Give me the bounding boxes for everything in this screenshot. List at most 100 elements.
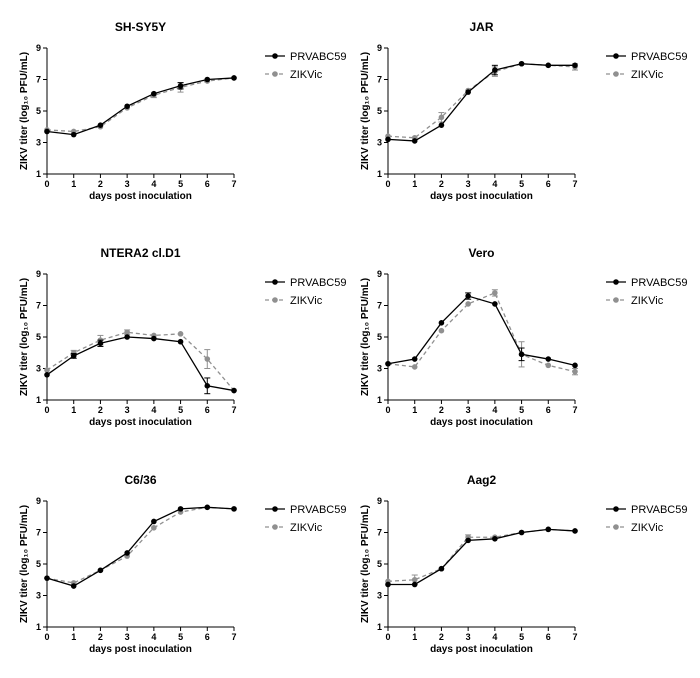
series-line	[388, 528, 576, 586]
data-point	[465, 293, 471, 299]
x-tick-label: 3	[466, 179, 471, 189]
y-tick-label: 5	[36, 332, 41, 342]
data-point	[438, 327, 445, 334]
series-zikvic	[385, 289, 578, 376]
x-axis-label: days post inoculation	[430, 191, 533, 202]
x-tick-label: 3	[125, 405, 130, 415]
legend-marker	[613, 506, 619, 512]
chart-title: NTERA2 cl.D1	[100, 246, 180, 260]
y-tick-label: 5	[377, 332, 382, 342]
y-tick-label: 1	[377, 622, 382, 632]
x-tick-label: 1	[71, 632, 76, 642]
series-zikvic	[385, 60, 578, 141]
x-tick-label: 4	[492, 405, 497, 415]
data-point	[44, 372, 50, 378]
data-point	[97, 122, 104, 128]
data-point	[204, 383, 211, 389]
data-point	[97, 567, 104, 574]
x-tick-label: 0	[385, 179, 390, 189]
y-tick-label: 7	[377, 528, 382, 538]
chart-title: Aag2	[467, 473, 497, 487]
data-point	[411, 138, 418, 144]
series-prvabc59	[44, 504, 237, 589]
data-point	[385, 581, 391, 588]
data-point	[151, 524, 157, 531]
x-tick-label: 7	[231, 179, 236, 189]
x-tick-label: 0	[44, 179, 49, 189]
y-tick-label: 1	[36, 395, 41, 405]
y-tick-label: 9	[377, 269, 382, 279]
x-tick-label: 4	[151, 405, 156, 415]
data-point	[411, 364, 418, 370]
x-tick-label: 3	[125, 632, 130, 642]
series-zikvic	[385, 526, 578, 585]
legend-label: PRVABC59	[631, 277, 687, 289]
series-line	[46, 506, 235, 587]
x-axis-label: days post inoculation	[89, 644, 192, 655]
data-point	[231, 387, 237, 394]
chart-title: SH-SY5Y	[115, 20, 166, 34]
data-point	[492, 290, 498, 296]
data-point	[151, 335, 157, 342]
y-tick-label: 3	[36, 591, 41, 601]
data-point	[572, 368, 578, 375]
data-point	[231, 75, 237, 81]
legend-label: PRVABC59	[290, 277, 346, 289]
data-point	[97, 340, 104, 347]
data-point	[177, 338, 184, 345]
x-tick-label: 1	[412, 632, 417, 642]
data-point	[385, 136, 391, 143]
legend-label: ZIKVic	[631, 522, 664, 534]
data-point	[518, 529, 525, 536]
x-tick-label: 0	[44, 405, 49, 415]
data-point	[411, 576, 418, 583]
y-axis-label: ZIKV titer (log₁₀ PFU/mL)	[360, 52, 371, 170]
legend-label: PRVABC59	[631, 51, 687, 63]
x-tick-label: 6	[546, 405, 551, 415]
y-axis-label: ZIKV titer (log₁₀ PFU/mL)	[19, 278, 30, 396]
series-line	[46, 77, 235, 136]
y-tick-label: 3	[377, 364, 382, 374]
x-tick-label: 6	[205, 632, 210, 642]
x-tick-label: 5	[178, 632, 183, 642]
data-point	[70, 131, 77, 138]
x-tick-label: 4	[151, 632, 156, 642]
y-tick-label: 1	[36, 622, 41, 632]
x-tick-label: 5	[178, 405, 183, 415]
data-point	[70, 353, 77, 359]
legend-marker	[613, 279, 619, 285]
y-tick-label: 1	[377, 169, 382, 179]
chart-title: C6/36	[124, 473, 156, 487]
data-point	[177, 506, 184, 512]
y-tick-label: 7	[36, 528, 41, 538]
x-tick-label: 0	[44, 632, 49, 642]
y-tick-label: 7	[377, 75, 382, 85]
series-prvabc59	[44, 334, 237, 395]
y-tick-label: 1	[36, 169, 41, 179]
x-tick-label: 2	[439, 405, 444, 415]
legend-marker	[613, 53, 619, 59]
legend-label: ZIKVic	[290, 69, 323, 81]
y-axis-label: ZIKV titer (log₁₀ PFU/mL)	[19, 52, 30, 170]
y-tick-label: 3	[36, 138, 41, 148]
series-prvabc59	[385, 526, 578, 588]
data-point	[124, 329, 130, 336]
x-tick-label: 6	[546, 632, 551, 642]
data-point	[231, 506, 237, 512]
data-point	[204, 356, 211, 362]
x-tick-label: 2	[98, 179, 103, 189]
legend-marker	[613, 524, 619, 530]
x-tick-label: 6	[546, 179, 551, 189]
x-tick-label: 0	[385, 632, 390, 642]
x-tick-label: 1	[412, 405, 417, 415]
data-point	[44, 575, 50, 581]
data-point	[411, 581, 418, 588]
series-zikvic	[44, 504, 237, 586]
x-tick-label: 2	[98, 632, 103, 642]
data-point	[438, 122, 445, 128]
x-tick-label: 4	[151, 179, 156, 189]
